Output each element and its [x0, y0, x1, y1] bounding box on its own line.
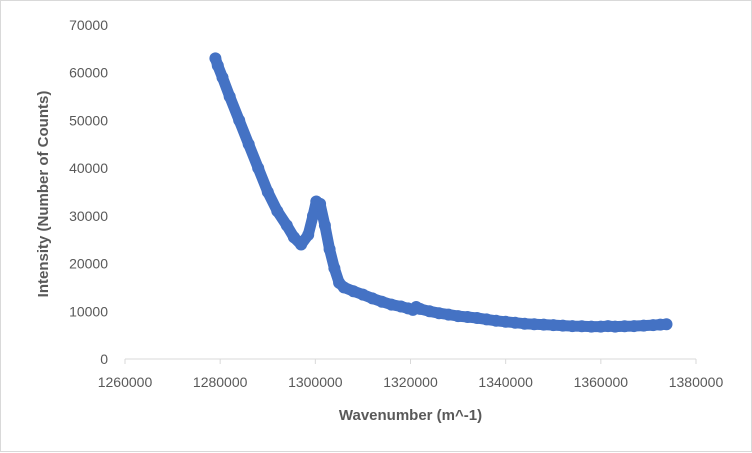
data-point [442, 308, 455, 321]
data-series [209, 52, 673, 333]
data-point [509, 316, 522, 329]
data-point [433, 307, 446, 320]
x-tick-label: 1280000 [193, 374, 248, 390]
data-point [537, 318, 550, 331]
y-axis-title: Intensity (Number of Counts) [35, 91, 52, 298]
y-tick-label: 70000 [69, 17, 108, 33]
y-tick-label: 40000 [69, 160, 108, 176]
y-tick-label: 60000 [69, 65, 108, 81]
y-tick-label: 0 [100, 351, 108, 367]
x-tick-label: 1340000 [478, 374, 533, 390]
data-point [385, 298, 398, 311]
data-point [471, 312, 484, 324]
x-tick-label: 1360000 [574, 374, 629, 390]
data-point [307, 209, 319, 222]
y-tick-label: 20000 [69, 256, 108, 272]
data-point [375, 295, 388, 308]
y-tick-label: 50000 [69, 112, 108, 128]
data-point [216, 71, 229, 84]
data-point [347, 285, 360, 298]
x-tick-label: 1300000 [288, 374, 343, 390]
data-point [356, 288, 369, 301]
data-point [323, 243, 336, 256]
data-point [480, 313, 493, 326]
data-point [499, 315, 512, 328]
data-point [547, 319, 560, 332]
data-point [528, 318, 541, 331]
x-tick-label: 1320000 [383, 374, 438, 390]
data-point [223, 90, 236, 103]
data-point [566, 320, 579, 333]
data-point [452, 310, 465, 323]
y-tick-label: 10000 [69, 303, 108, 319]
data-point [261, 186, 274, 198]
data-point [318, 219, 331, 232]
data-point [461, 311, 474, 323]
data-point [295, 238, 308, 251]
series-band [209, 52, 672, 333]
x-tick-labels: 1260000 1280000 1300000 1320000 1340000 13600… [98, 374, 724, 390]
data-point [556, 319, 569, 332]
data-point [233, 114, 246, 127]
data-point [660, 318, 673, 331]
y-tick-label: 30000 [69, 208, 108, 224]
data-point [575, 320, 588, 333]
data-point [211, 59, 224, 72]
data-point [585, 320, 598, 333]
data-point [490, 314, 503, 327]
x-tick-label: 1380000 [669, 374, 724, 390]
data-point [618, 320, 631, 333]
data-point [414, 302, 426, 315]
x-axis-ticks [124, 359, 697, 364]
data-point [637, 319, 650, 332]
data-point [628, 320, 641, 333]
data-point [302, 228, 315, 241]
data-point [518, 317, 531, 330]
y-tick-labels: 0 10000 20000 30000 40000 50000 60000 70000 [69, 17, 108, 367]
data-point [423, 305, 436, 318]
data-point [314, 197, 327, 210]
x-axis-title: Wavenumber (m^-1) [339, 407, 482, 424]
data-point [337, 281, 350, 294]
data-point [242, 138, 255, 151]
data-point [271, 205, 284, 218]
data-point [609, 320, 622, 333]
data-point [328, 262, 341, 275]
x-tick-label: 1260000 [98, 374, 153, 390]
data-point [252, 162, 265, 175]
data-point [280, 219, 293, 232]
data-point [366, 292, 379, 305]
